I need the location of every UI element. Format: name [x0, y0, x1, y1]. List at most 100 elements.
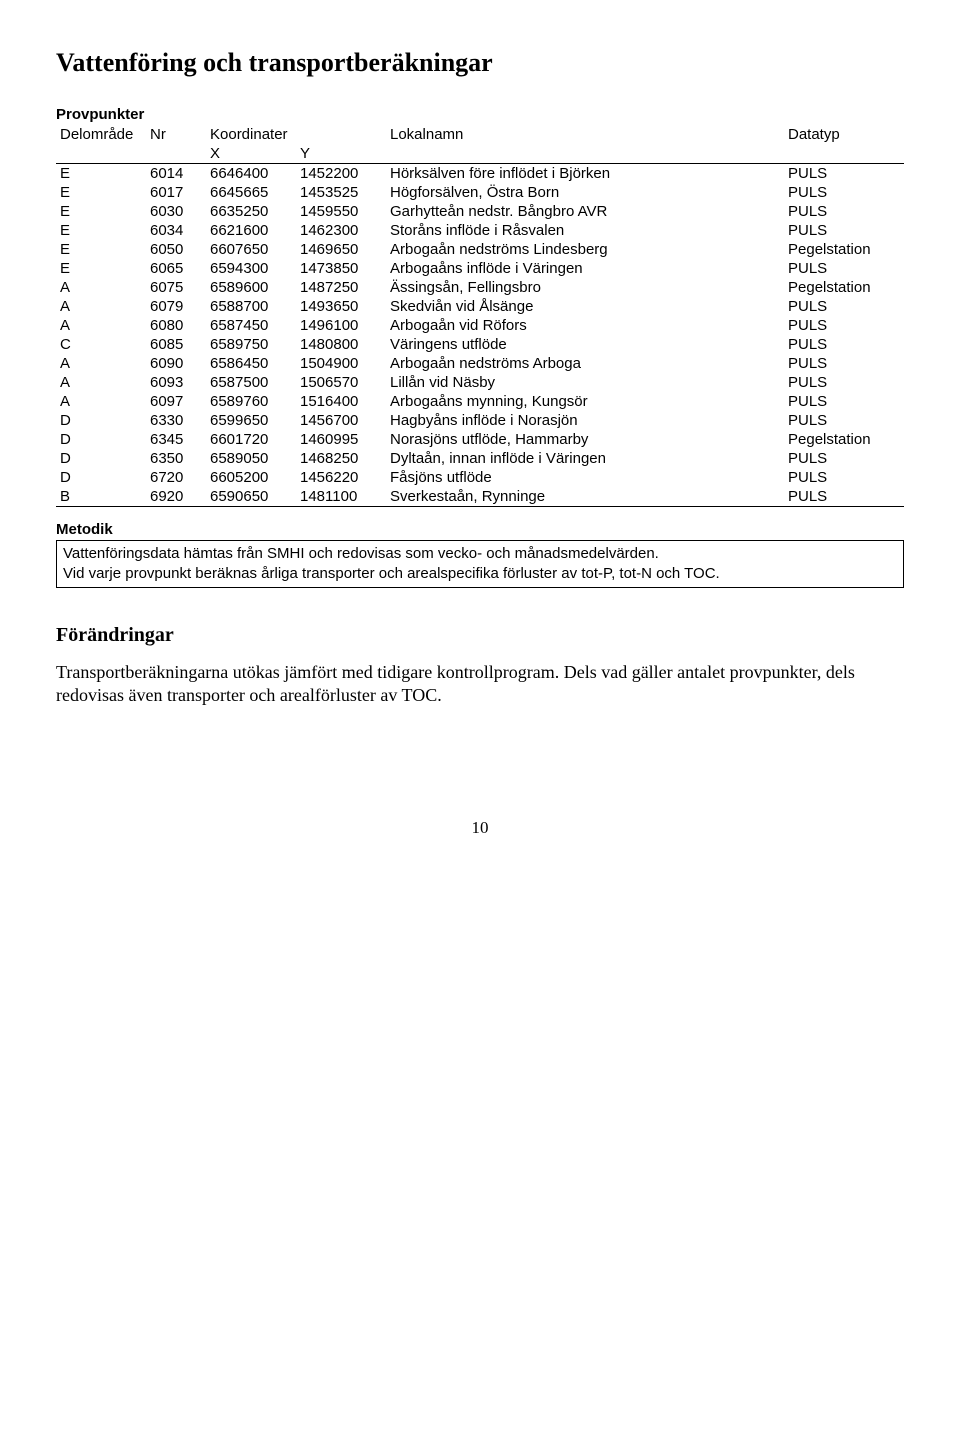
cell-nr: 6093 [146, 373, 206, 392]
cell-x: 6589600 [206, 278, 296, 297]
table-row: A608065874501496100Arbogaån vid RöforsPU… [56, 316, 904, 335]
table-row: E606565943001473850Arbogaåns inflöde i V… [56, 259, 904, 278]
th-nr: Nr [146, 125, 206, 144]
cell-x: 6589760 [206, 392, 296, 411]
cell-y: 1459550 [296, 202, 386, 221]
cell-y: 1473850 [296, 259, 386, 278]
cell-nr: 6017 [146, 183, 206, 202]
cell-y: 1456700 [296, 411, 386, 430]
cell-x: 6586450 [206, 354, 296, 373]
th-x: X [206, 144, 296, 164]
cell-delomrade: A [56, 316, 146, 335]
cell-y: 1456220 [296, 468, 386, 487]
cell-nr: 6075 [146, 278, 206, 297]
table-row: D633065996501456700Hagbyåns inflöde i No… [56, 411, 904, 430]
cell-delomrade: E [56, 259, 146, 278]
cell-delomrade: D [56, 411, 146, 430]
cell-x: 6599650 [206, 411, 296, 430]
cell-delomrade: A [56, 278, 146, 297]
table-row: D635065890501468250Dyltaån, innan inflöd… [56, 449, 904, 468]
table-row: C608565897501480800Väringens utflödePULS [56, 335, 904, 354]
cell-nr: 6065 [146, 259, 206, 278]
cell-y: 1504900 [296, 354, 386, 373]
cell-lokalnamn: Hörksälven före inflödet i Björken [386, 164, 784, 184]
cell-x: 6587500 [206, 373, 296, 392]
cell-nr: 6080 [146, 316, 206, 335]
cell-delomrade: E [56, 164, 146, 184]
cell-datatyp: Pegelstation [784, 430, 904, 449]
table-row: D634566017201460995Norasjöns utflöde, Ha… [56, 430, 904, 449]
cell-lokalnamn: Arbogaån vid Röfors [386, 316, 784, 335]
cell-delomrade: D [56, 449, 146, 468]
cell-nr: 6330 [146, 411, 206, 430]
cell-delomrade: D [56, 430, 146, 449]
cell-x: 6635250 [206, 202, 296, 221]
cell-datatyp: PULS [784, 259, 904, 278]
th-lokalnamn: Lokalnamn [386, 125, 784, 144]
cell-datatyp: PULS [784, 164, 904, 184]
cell-lokalnamn: Skedviån vid Ålsänge [386, 297, 784, 316]
cell-lokalnamn: Ässingsån, Fellingsbro [386, 278, 784, 297]
cell-x: 6607650 [206, 240, 296, 259]
cell-delomrade: B [56, 487, 146, 507]
changes-heading: Förändringar [56, 624, 904, 647]
cell-lokalnamn: Arbogaåns mynning, Kungsör [386, 392, 784, 411]
table-row: E601766456651453525Högforsälven, Östra B… [56, 183, 904, 202]
cell-nr: 6090 [146, 354, 206, 373]
cell-y: 1452200 [296, 164, 386, 184]
cell-lokalnamn: Arbogaån nedströms Lindesberg [386, 240, 784, 259]
cell-x: 6605200 [206, 468, 296, 487]
provpunkter-table-wrap: Provpunkter Delområde Nr Koordinater Lok… [56, 106, 904, 507]
cell-lokalnamn: Storåns inflöde i Råsvalen [386, 221, 784, 240]
cell-nr: 6085 [146, 335, 206, 354]
metodik-section: Metodik Vattenföringsdata hämtas från SM… [56, 521, 904, 588]
cell-delomrade: E [56, 183, 146, 202]
cell-y: 1493650 [296, 297, 386, 316]
cell-delomrade: D [56, 468, 146, 487]
cell-x: 6587450 [206, 316, 296, 335]
table-row: A609065864501504900Arbogaån nedströms Ar… [56, 354, 904, 373]
cell-datatyp: PULS [784, 183, 904, 202]
cell-lokalnamn: Högforsälven, Östra Born [386, 183, 784, 202]
cell-y: 1506570 [296, 373, 386, 392]
cell-lokalnamn: Garhytteån nedstr. Bångbro AVR [386, 202, 784, 221]
changes-text: Transportberäkningarna utökas jämfört me… [56, 661, 904, 709]
cell-x: 6646400 [206, 164, 296, 184]
cell-nr: 6079 [146, 297, 206, 316]
cell-delomrade: C [56, 335, 146, 354]
cell-nr: 6097 [146, 392, 206, 411]
cell-datatyp: PULS [784, 297, 904, 316]
cell-lokalnamn: Sverkestaån, Rynninge [386, 487, 784, 507]
table-row: B692065906501481100Sverkestaån, Rynninge… [56, 487, 904, 507]
metodik-line1: Vattenföringsdata hämtas från SMHI och r… [63, 544, 897, 564]
th-y: Y [296, 144, 386, 164]
cell-lokalnamn: Dyltaån, innan inflöde i Väringen [386, 449, 784, 468]
cell-y: 1496100 [296, 316, 386, 335]
cell-datatyp: PULS [784, 487, 904, 507]
th-blank-3 [386, 144, 784, 164]
cell-x: 6645665 [206, 183, 296, 202]
th-blank-1 [56, 144, 146, 164]
th-delomrade: Delområde [56, 125, 146, 144]
cell-x: 6588700 [206, 297, 296, 316]
cell-datatyp: Pegelstation [784, 240, 904, 259]
metodik-box: Vattenföringsdata hämtas från SMHI och r… [56, 540, 904, 588]
cell-nr: 6014 [146, 164, 206, 184]
cell-nr: 6050 [146, 240, 206, 259]
cell-x: 6594300 [206, 259, 296, 278]
th-blank-2 [146, 144, 206, 164]
table-row: D672066052001456220Fåsjöns utflödePULS [56, 468, 904, 487]
table-row: E601466464001452200Hörksälven före inflö… [56, 164, 904, 184]
cell-delomrade: E [56, 202, 146, 221]
cell-nr: 6034 [146, 221, 206, 240]
cell-y: 1453525 [296, 183, 386, 202]
cell-datatyp: PULS [784, 202, 904, 221]
cell-delomrade: A [56, 392, 146, 411]
cell-delomrade: A [56, 297, 146, 316]
cell-y: 1481100 [296, 487, 386, 507]
cell-datatyp: PULS [784, 468, 904, 487]
table-row: E603066352501459550Garhytteån nedstr. Bå… [56, 202, 904, 221]
cell-y: 1468250 [296, 449, 386, 468]
table-row: E603466216001462300Storåns inflöde i Rås… [56, 221, 904, 240]
cell-nr: 6920 [146, 487, 206, 507]
